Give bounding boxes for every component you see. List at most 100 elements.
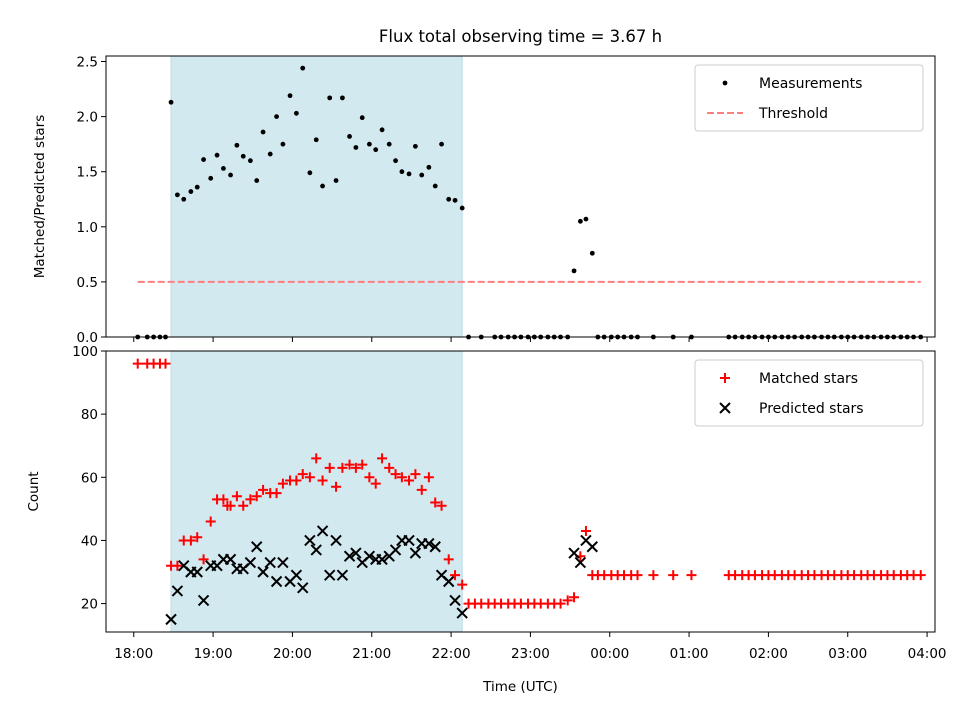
predicted-stars-point — [574, 556, 587, 569]
measurement-point — [426, 164, 432, 170]
y-tick-label: 100 — [72, 344, 98, 360]
x-tick-label: 02:00 — [749, 646, 788, 662]
matched-stars-point — [580, 525, 591, 536]
measurement-point — [412, 143, 418, 149]
measurement-point — [181, 196, 187, 202]
matched-stars-point — [337, 462, 348, 473]
measurement-point — [201, 157, 206, 162]
matched-stars-point — [225, 500, 236, 511]
predicted-stars-point — [442, 575, 455, 588]
predicted-stars-point — [264, 556, 276, 569]
matched-stars-point — [331, 481, 342, 492]
top-x-ticks — [133, 337, 928, 342]
x-tick-label: 22:00 — [432, 646, 471, 662]
measurement-point — [247, 158, 253, 164]
measurement-point — [366, 141, 372, 147]
top-panel: 0.0 0.5 1.0 1.5 2.0 2.5 Flux total observing … — [32, 27, 936, 346]
top-legend: Measurements Threshold — [694, 64, 924, 132]
matched-stars-point — [555, 598, 566, 609]
measurement-point — [228, 172, 233, 178]
measurement-point — [174, 192, 180, 198]
x-tick-label: 01:00 — [670, 646, 709, 662]
matched-stars-point — [160, 358, 171, 369]
predicted-stars-point — [290, 569, 303, 581]
measurement-point — [406, 171, 412, 177]
y-tick-label: 2.0 — [77, 110, 98, 126]
predicted-stars-point — [376, 553, 388, 566]
measurement-point — [399, 169, 405, 175]
matched-stars-point — [304, 472, 315, 483]
matched-stars-point — [231, 491, 242, 502]
matched-stars-point — [258, 484, 269, 495]
bottom-y-ticks: 20 40 60 80 100 — [72, 344, 106, 613]
x-tick-label: 04:00 — [908, 646, 947, 662]
matched-stars-point — [271, 488, 282, 499]
y-tick-label: 2.5 — [77, 55, 98, 71]
legend-measurement-swatch — [722, 80, 728, 86]
top-observing-span — [170, 55, 463, 338]
x-tick-label: 23:00 — [511, 646, 550, 662]
predicted-stars-point — [297, 582, 309, 594]
matched-stars-point — [324, 462, 335, 473]
top-y-axis-label: Matched/Predicted stars — [32, 115, 48, 278]
matched-stars-point — [416, 484, 427, 495]
x-tick-label: 21:00 — [352, 646, 391, 662]
measurement-point — [571, 268, 577, 274]
predicted-stars-point — [251, 541, 263, 553]
predicted-stars-point — [224, 553, 237, 566]
y-tick-label: 20 — [81, 597, 98, 613]
measurement-point — [234, 142, 240, 148]
measurement-point — [340, 95, 345, 101]
top-y-ticks: 0.0 0.5 1.0 1.5 2.0 2.5 — [77, 55, 106, 346]
measurement-point — [333, 178, 339, 183]
predicted-stars-point — [171, 585, 184, 597]
legend-box — [694, 359, 924, 427]
legend-label: Threshold — [758, 106, 828, 122]
x-tick-label: 18:00 — [114, 646, 153, 662]
matched-stars-point — [172, 560, 183, 571]
legend-label: Matched stars — [759, 371, 858, 387]
predicted-stars-point — [197, 594, 210, 607]
predicted-stars-point — [343, 550, 356, 562]
y-tick-label: 0.5 — [77, 275, 98, 291]
predicted-stars-point — [456, 607, 468, 619]
x-axis-label: Time (UTC) — [482, 679, 558, 695]
measurement-point — [214, 152, 220, 158]
legend-box — [694, 64, 924, 132]
measurement-point — [260, 129, 266, 135]
measurement-point — [208, 175, 214, 181]
matched-stars-point — [390, 469, 401, 480]
matched-stars-point — [132, 358, 143, 369]
measurement-point — [267, 151, 273, 157]
measurement-point — [589, 250, 595, 256]
measurement-point — [419, 172, 425, 178]
predicted-stars-point — [257, 566, 269, 578]
measurement-point — [577, 218, 583, 224]
x-tick-label: 19:00 — [194, 646, 233, 662]
matched-stars-point — [436, 500, 447, 511]
predicted-stars-point — [389, 544, 402, 556]
matched-stars-point — [350, 462, 361, 473]
predicted-stars-point — [449, 594, 461, 607]
matched-stars-point — [430, 497, 441, 508]
matched-stars-point — [668, 570, 679, 581]
matched-stars-point — [457, 579, 468, 590]
matched-stars-point — [384, 462, 395, 473]
measurement-point — [313, 137, 319, 143]
matched-stars-point — [915, 570, 926, 581]
bottom-y-axis-label: Count — [26, 471, 42, 511]
matched-stars-point — [396, 472, 407, 483]
matched-stars-point — [450, 570, 461, 581]
measurement-point — [221, 166, 226, 171]
matched-stars-point — [562, 595, 573, 606]
y-tick-label: 60 — [81, 470, 98, 486]
measurement-point — [194, 184, 200, 190]
bottom-legend: Matched stars Predicted stars — [694, 359, 924, 427]
legend-predicted-swatch — [719, 402, 731, 414]
predicted-stars-point — [316, 525, 329, 537]
measurement-point — [393, 158, 398, 164]
measurement-point — [254, 178, 260, 183]
matched-stars-point — [297, 469, 308, 480]
x-tick-label: 20:00 — [273, 646, 312, 662]
measurement-point — [459, 205, 465, 211]
